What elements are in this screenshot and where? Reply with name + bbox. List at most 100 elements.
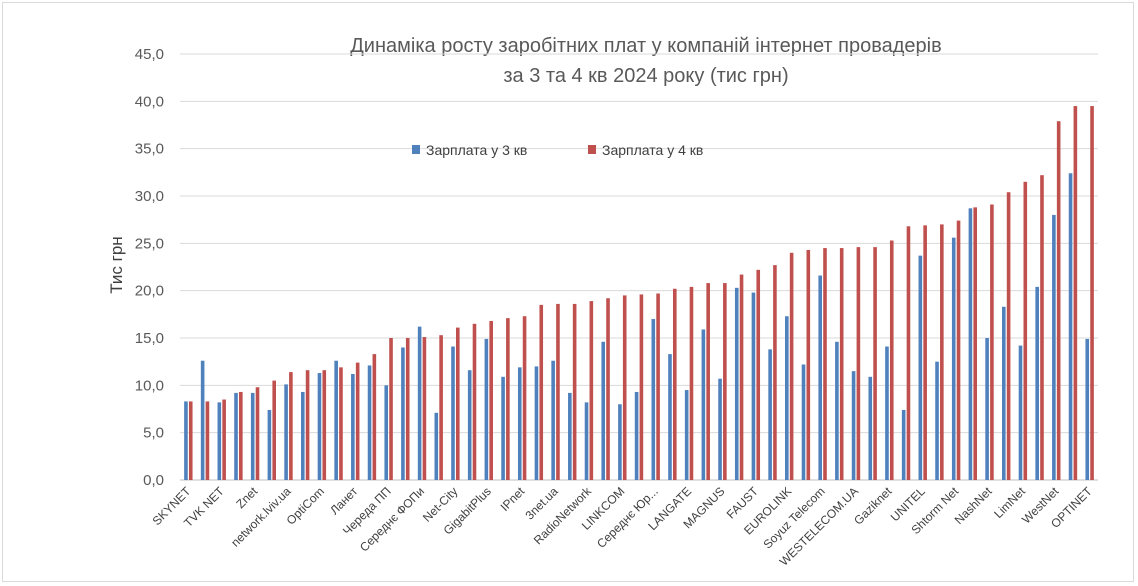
x-tick-label: NashNet xyxy=(952,484,995,527)
bar-q3 xyxy=(284,384,288,480)
bar-q3 xyxy=(250,392,255,480)
bar-q4 xyxy=(1073,106,1078,481)
bar-q4 xyxy=(639,294,644,480)
bar-q3 xyxy=(751,292,756,480)
y-axis-ticks: 0,0 5,0 10,0 15,0 20,0 25,0 30,0 35,0 40,0 45,0 xyxy=(135,46,164,489)
bar-q4 xyxy=(973,207,978,481)
bar-q4 xyxy=(1040,175,1044,480)
bar-q4 xyxy=(856,247,861,480)
bar-q3 xyxy=(317,373,322,480)
legend-swatch-q4 xyxy=(588,145,596,154)
chart-title-line-1: Динаміка росту заробітних плат у компані… xyxy=(350,35,941,57)
bar-q4 xyxy=(339,367,343,480)
bar-q3 xyxy=(351,373,355,480)
y-tick-label: 20,0 xyxy=(135,283,164,300)
bar-q3 xyxy=(451,346,455,480)
bar-q4 xyxy=(656,293,660,480)
bar-q4 xyxy=(372,354,377,480)
bar-q3 xyxy=(401,347,405,480)
bar-q3 xyxy=(651,319,656,480)
bar-q3 xyxy=(868,376,873,480)
bar-q3 xyxy=(234,392,238,480)
bar-q4 xyxy=(472,323,477,480)
bar-q3 xyxy=(1018,345,1023,480)
bar-q4 xyxy=(456,327,460,480)
bar-q4 xyxy=(322,370,327,480)
legend-label-q4: Зарплата у 4 кв xyxy=(602,142,703,158)
bar-q3 xyxy=(968,208,973,480)
bar-q3 xyxy=(901,409,906,480)
bar-q3 xyxy=(568,392,572,480)
bar-q3 xyxy=(184,401,188,480)
bar-q3 xyxy=(467,370,472,480)
legend-swatch-q3 xyxy=(412,145,420,154)
gridlines xyxy=(180,53,1098,481)
bar-q4 xyxy=(556,303,560,480)
bar-q3 xyxy=(768,349,772,480)
bar-q3 xyxy=(551,360,555,480)
bar-q3 xyxy=(1085,338,1090,480)
bar-q4 xyxy=(923,225,927,480)
y-tick-label: 15,0 xyxy=(135,330,164,347)
bar-q4 xyxy=(289,372,293,480)
bar-q3 xyxy=(434,412,439,480)
bar-q4 xyxy=(689,286,694,480)
bar-q4 xyxy=(272,380,276,480)
bar-q4 xyxy=(622,295,627,480)
bar-q3 xyxy=(584,402,589,480)
bar-q3 xyxy=(701,329,706,480)
bar-q4 xyxy=(739,274,744,480)
bar-q4 xyxy=(506,318,510,480)
bar-q4 xyxy=(489,320,493,480)
bar-q4 xyxy=(806,249,811,480)
bar-q3 xyxy=(835,341,839,480)
bar-q3 xyxy=(367,365,372,480)
bar-q3 xyxy=(818,275,822,480)
bar-q4 xyxy=(956,220,961,480)
y-tick-label: 40,0 xyxy=(135,93,164,110)
bar-q4 xyxy=(940,224,944,480)
bar-q3 xyxy=(300,391,305,480)
bar-q3 xyxy=(951,237,956,480)
legend: Зарплата у 3 кв Зарплата у 4 кв xyxy=(412,142,703,158)
bar-q3 xyxy=(801,364,806,480)
bar-q4 xyxy=(773,265,777,480)
y-tick-label: 25,0 xyxy=(135,235,164,252)
bar-q4 xyxy=(839,248,844,480)
bars xyxy=(184,106,1094,481)
bar-q4 xyxy=(439,335,443,480)
bar-q3 xyxy=(985,338,989,480)
y-tick-label: 35,0 xyxy=(135,141,164,158)
bar-q4 xyxy=(589,301,594,480)
bar-q4 xyxy=(522,316,527,480)
y-tick-label: 0,0 xyxy=(143,472,164,489)
bar-q4 xyxy=(706,283,710,480)
bar-q4 xyxy=(1006,192,1011,481)
bar-q3 xyxy=(634,391,639,480)
x-tick-label: IPnet xyxy=(498,484,528,514)
bar-q4 xyxy=(389,338,393,480)
bar-q3 xyxy=(334,360,338,480)
bar-q3 xyxy=(517,367,522,480)
y-tick-label: 10,0 xyxy=(135,377,164,394)
y-tick-label: 30,0 xyxy=(135,188,164,205)
bar-q4 xyxy=(422,337,427,480)
bar-q3 xyxy=(668,354,672,480)
bar-q4 xyxy=(255,387,260,480)
x-tick-label: Gaziknet xyxy=(851,484,895,528)
x-tick-label: Znet xyxy=(233,484,260,511)
bar-q4 xyxy=(889,240,894,480)
bar-q4 xyxy=(906,226,911,480)
bar-q3 xyxy=(1052,214,1056,480)
bar-q3 xyxy=(384,385,389,480)
bar-q3 xyxy=(534,366,539,480)
bar-q4 xyxy=(606,298,610,480)
legend-label-q3: Зарплата у 3 кв xyxy=(426,142,527,158)
bar-q4 xyxy=(1090,106,1094,481)
bar-q3 xyxy=(417,326,422,480)
bar-q3 xyxy=(501,376,505,480)
bar-q4 xyxy=(355,362,360,480)
